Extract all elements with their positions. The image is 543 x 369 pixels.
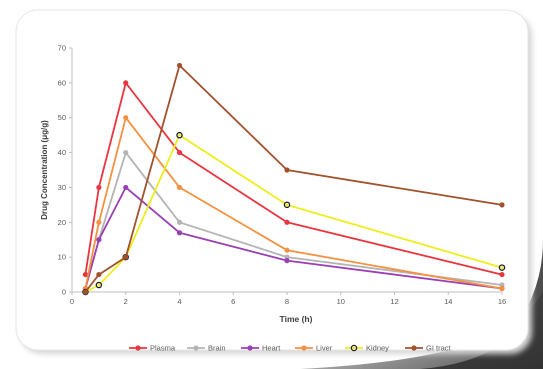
y-tick-label: 50 — [58, 113, 66, 122]
x-tick-label: 6 — [231, 297, 235, 306]
data-point-plasma — [123, 80, 129, 86]
x-tick-label: 12 — [390, 297, 398, 306]
y-tick-label: 30 — [58, 183, 66, 192]
x-tick-label: 16 — [498, 297, 506, 306]
data-point-brain — [176, 219, 183, 225]
y-tick-label: 10 — [58, 253, 66, 262]
legend-label-brain: Brain — [208, 344, 226, 353]
data-point-gi-tract — [499, 202, 505, 208]
data-point-gi-tract — [123, 254, 129, 260]
series-line-plasma — [84, 82, 503, 276]
legend-marker-gi-tract — [411, 345, 417, 351]
y-tick-label: 20 — [58, 218, 66, 227]
data-point-fill-kidney — [285, 203, 289, 207]
x-tick-label: 10 — [337, 297, 345, 306]
data-point-gi-tract — [82, 289, 89, 295]
data-point-liver — [123, 115, 129, 121]
legend-label-kidney: Kidney — [366, 344, 389, 353]
legend: Plasma Brain Heart Liver Kidney GI tract — [129, 344, 452, 353]
data-point-plasma — [82, 271, 89, 278]
data-point-heart — [123, 184, 129, 191]
x-tick-label: 8 — [285, 297, 289, 306]
series-line-gi-tract — [84, 64, 503, 293]
y-axis-title: Drug Concentration (μg/g) — [40, 120, 49, 220]
data-point-heart — [176, 230, 183, 236]
data-point-liver — [176, 184, 183, 191]
data-point-plasma — [284, 219, 290, 225]
chart-card — [15, 9, 532, 354]
data-point-fill-kidney — [500, 266, 504, 269]
axis-titles: Time (h) Drug Concentration (μg/g) — [40, 120, 313, 324]
data-point-heart — [96, 237, 102, 243]
data-point-heart — [284, 258, 290, 264]
x-axis-title: Time (h) — [280, 314, 313, 324]
legend-label-gi-tract: GI tract — [426, 344, 452, 353]
x-tick-label: 14 — [444, 297, 452, 306]
legend-label-plasma: Plasma — [150, 344, 176, 353]
legend-label-heart: Heart — [262, 344, 281, 353]
data-point-brain — [123, 149, 129, 156]
y-tick-label: 40 — [58, 148, 66, 157]
y-tick-label: 0 — [62, 288, 66, 297]
legend-marker-heart — [247, 345, 253, 351]
data-point-plasma — [499, 271, 505, 278]
legend-label-liver: Liver — [316, 344, 333, 353]
series-line-heart — [84, 186, 503, 290]
data-point-fill-kidney — [178, 133, 181, 137]
x-tick-label: 0 — [70, 297, 74, 306]
data-point-plasma — [176, 149, 183, 156]
legend-marker-plasma — [135, 345, 141, 351]
x-tick-label: 4 — [177, 297, 181, 306]
legend-marker-brain — [193, 345, 199, 351]
data-point-gi-tract — [176, 62, 183, 69]
y-tick-label: 70 — [58, 44, 66, 53]
data-point-fill-kidney — [97, 283, 101, 287]
data-point-liver — [499, 285, 505, 292]
legend-marker-fill-kidney — [352, 346, 356, 350]
y-tick-label: 60 — [58, 78, 66, 87]
data-point-gi-tract — [96, 271, 102, 278]
x-tick-label: 2 — [124, 297, 128, 306]
data-point-liver — [284, 247, 290, 253]
data-point-gi-tract — [284, 167, 290, 173]
data-point-liver — [96, 219, 102, 225]
plot-area: 0 10 20 30 40 50 60 70 0 2 4 6 8 10 12 14 16 — [58, 44, 507, 307]
data-point-plasma — [96, 184, 102, 191]
series-line-liver — [84, 116, 503, 290]
legend-marker-liver — [301, 345, 307, 351]
